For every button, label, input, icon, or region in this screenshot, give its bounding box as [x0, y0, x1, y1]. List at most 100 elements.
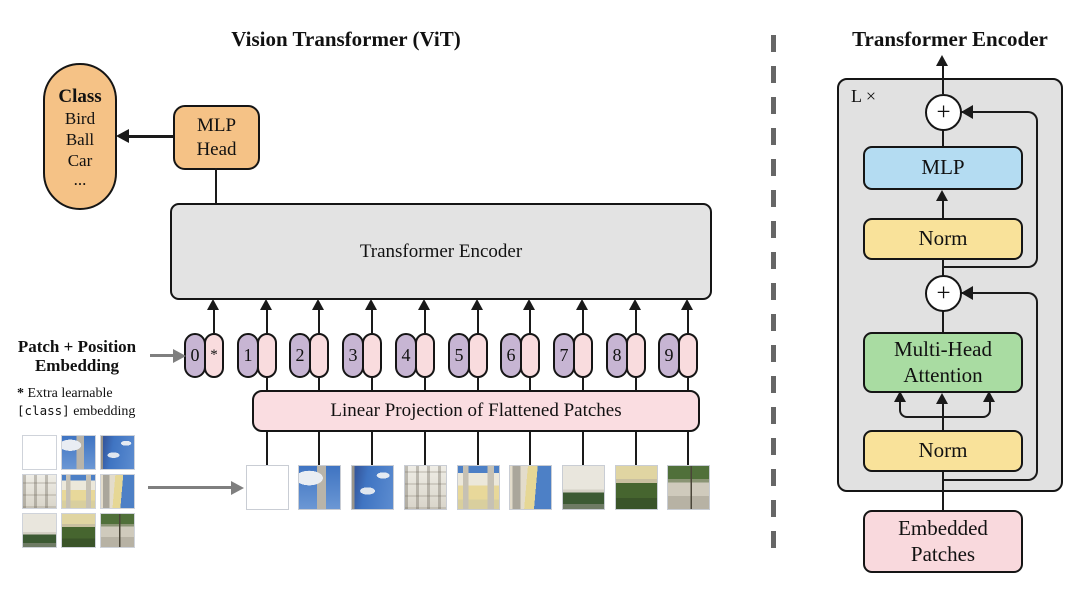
patch-embedding-pill: [468, 333, 488, 378]
position-pill: 4: [395, 333, 417, 378]
grid-patch: [100, 474, 135, 509]
projection-to-token-line: [529, 377, 532, 391]
patch-embedding-pill: [362, 333, 382, 378]
flattened-patch: [298, 465, 341, 510]
norm-to-mlp-line: [942, 200, 944, 219]
plus-to-mlp-line: [942, 129, 944, 147]
arrow-up-icon: [523, 299, 536, 310]
token-to-encoder-line: [265, 309, 268, 334]
class-item: ...: [73, 169, 87, 189]
patch-embedding-pill: [520, 333, 540, 378]
plus-to-norm-line: [942, 259, 944, 276]
projection-to-token-line: [318, 377, 321, 391]
add-node: +: [925, 94, 962, 131]
linear-projection-label: Linear Projection of Flattened Patches: [330, 400, 622, 421]
transformer-encoder-label: Transformer Encoder: [359, 240, 523, 262]
patch-embedding-pill: [415, 333, 435, 378]
token-pair-1: 1: [237, 333, 277, 378]
position-pill: 6: [500, 333, 522, 378]
mlp-residual-skip: [943, 111, 1038, 268]
class-token-footnote: * Extra learnable [class] embedding: [17, 386, 136, 419]
flattened-patch: [457, 465, 500, 510]
arrow-up-icon: [312, 299, 325, 310]
arrow-up-icon: [417, 299, 430, 310]
arrow-up-icon: [259, 299, 272, 310]
patch-embedding-pill: [257, 333, 277, 378]
projection-to-token-line: [581, 377, 584, 391]
position-pill: 9: [658, 333, 680, 378]
mlp-head-line1: MLP: [196, 114, 237, 136]
footnote-star: *: [17, 386, 24, 401]
flattened-patch: [667, 465, 710, 510]
grid-patch: [100, 513, 135, 548]
grid-patch: [22, 474, 57, 509]
patch-to-projection-line: [423, 431, 426, 466]
patch-to-projection-line: [634, 431, 637, 466]
flattened-patch: [509, 465, 552, 510]
grid-patch: [22, 435, 57, 470]
class-header: Class: [58, 85, 102, 107]
patch-to-projection-line: [581, 431, 584, 466]
patch-to-projection-line: [371, 431, 374, 466]
mlp-head-line2: Head: [196, 138, 237, 160]
patch-to-projection-line: [529, 431, 532, 466]
token-to-encoder-line: [634, 309, 637, 334]
arrow-left-icon: [961, 286, 973, 300]
flatten-pointer-line: [148, 486, 232, 489]
arrow-up-icon: [628, 299, 641, 310]
token-to-encoder-line: [529, 309, 532, 334]
position-pill: 2: [289, 333, 311, 378]
position-pill: 8: [606, 333, 628, 378]
class-token-pill: *: [204, 333, 224, 378]
projection-to-token-line: [687, 377, 690, 391]
position-pill: 1: [237, 333, 259, 378]
norm-block-top: Norm: [863, 218, 1023, 260]
projection-to-token-line: [476, 377, 479, 391]
arrow-right-icon: [173, 349, 186, 363]
arrow-left-icon: [961, 105, 973, 119]
position-pill: 3: [342, 333, 364, 378]
token-pair-3: 3: [342, 333, 382, 378]
flattened-patch: [562, 465, 605, 510]
token-pair-2: 2: [289, 333, 329, 378]
arrow-up-icon: [470, 299, 483, 310]
arrow-up-icon: [936, 393, 948, 404]
patch-to-projection-line: [265, 431, 268, 466]
patch-embedding-pill: [626, 333, 646, 378]
output-line: [942, 66, 944, 94]
arrow-up-icon: [365, 299, 378, 310]
mlp-block: MLP: [863, 146, 1023, 190]
position-pill: 5: [448, 333, 470, 378]
grid-patch: [100, 435, 135, 470]
flattened-patch: [615, 465, 658, 510]
right-panel-title: Transformer Encoder: [852, 27, 1048, 51]
token-to-encoder-line: [213, 309, 215, 334]
projection-to-token-line: [423, 377, 426, 391]
patch-embedding-pill: [309, 333, 329, 378]
multi-head-attention-block: Multi-Head Attention: [863, 332, 1023, 393]
norm-block-bottom: Norm: [863, 430, 1023, 472]
mlp-head-box: MLP Head: [173, 105, 260, 170]
mha-to-plus-line: [942, 309, 944, 333]
grid-patch: [61, 435, 96, 470]
add-node: +: [925, 275, 962, 312]
token-pair-7: 7: [553, 333, 593, 378]
token-pair-0: 0 *: [184, 333, 224, 378]
embedded-to-norm-line: [942, 471, 944, 511]
flattened-patch: [351, 465, 394, 510]
projection-to-token-line: [634, 377, 637, 391]
grid-patch: [61, 474, 96, 509]
projection-to-token-line: [371, 377, 374, 391]
embedding-pointer-line: [150, 354, 174, 357]
token-to-encoder-line: [476, 309, 479, 334]
arrow-up-icon: [575, 299, 588, 310]
linear-projection-box: Linear Projection of Flattened Patches: [252, 390, 700, 432]
projection-to-token-line: [265, 377, 268, 391]
flattened-patch: [246, 465, 289, 510]
mlphead-to-class-line: [128, 135, 173, 138]
token-pair-8: 8: [606, 333, 646, 378]
token-to-encoder-line: [581, 309, 584, 334]
token-pair-6: 6: [500, 333, 540, 378]
class-output-capsule: Class Bird Ball Car ...: [43, 63, 117, 210]
